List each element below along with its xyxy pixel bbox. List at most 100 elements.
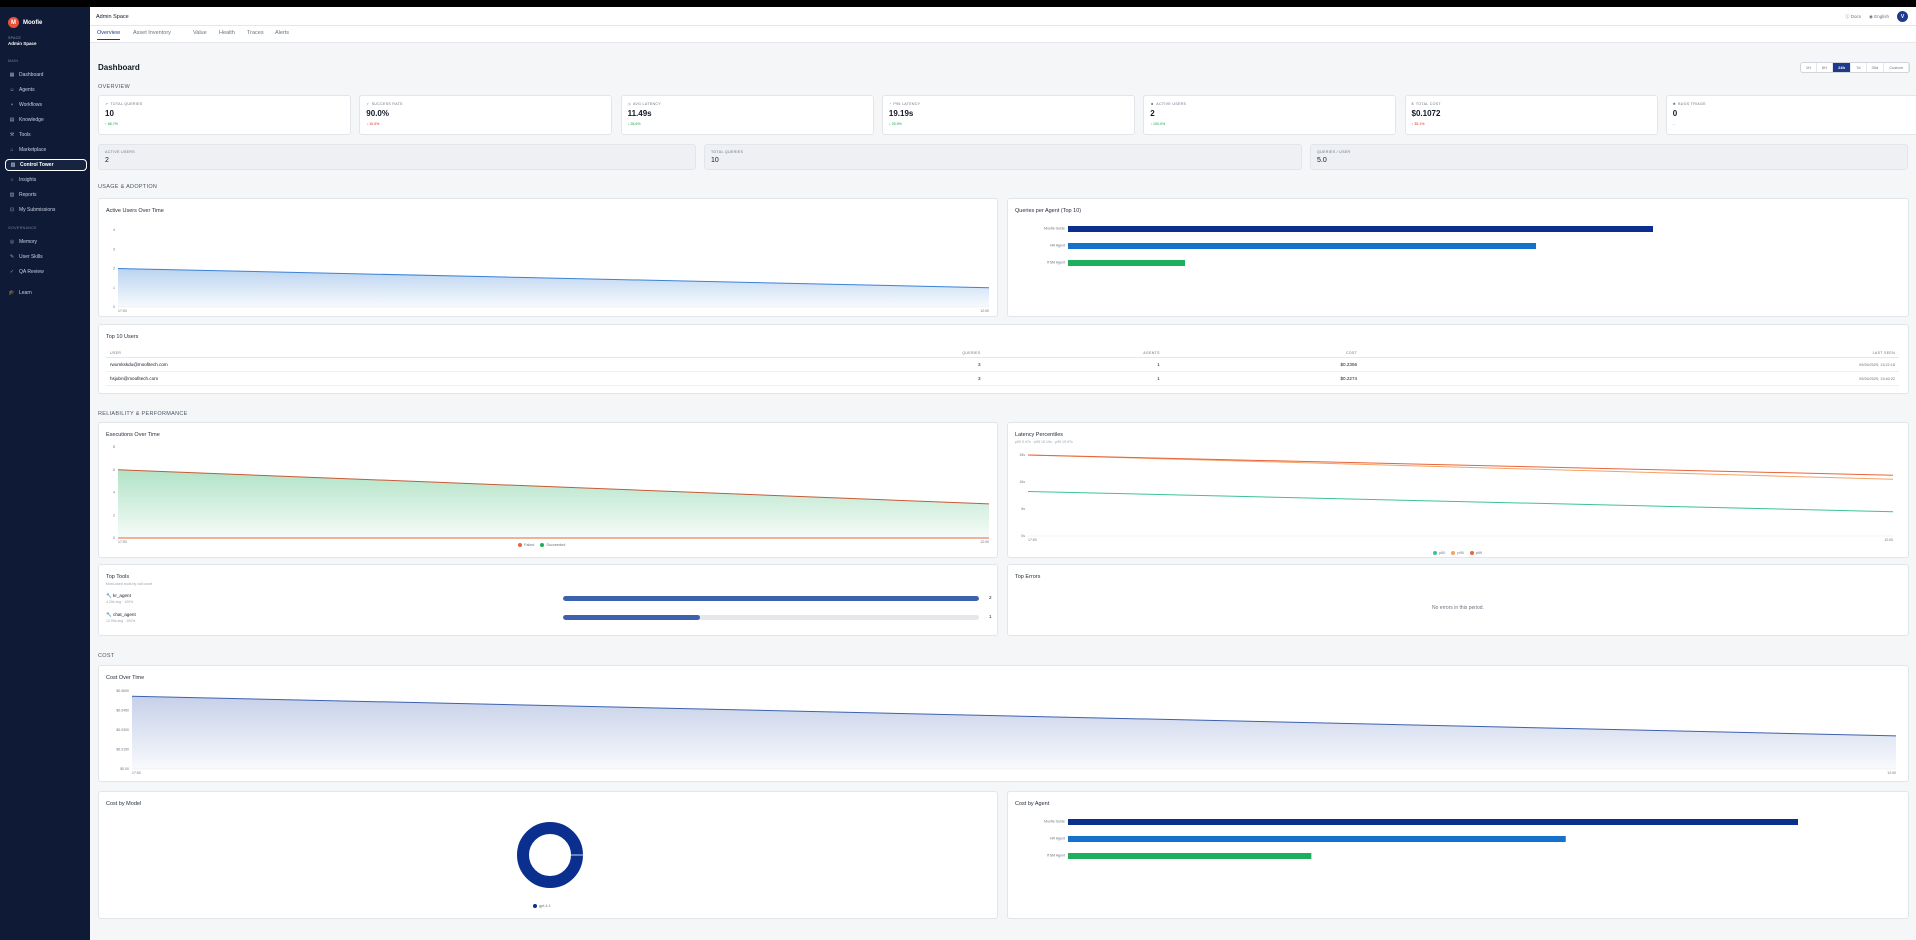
sidebar-item-label: Control Tower — [20, 162, 54, 168]
series-line-series — [131, 695, 1897, 737]
inbox-icon: ⊡ — [9, 207, 15, 213]
y-tick-label: 8 — [113, 445, 115, 449]
sidebar-item-reports[interactable]: ▧ Reports — [5, 189, 87, 201]
top-errors-empty: No errors in this period. — [1432, 605, 1484, 611]
globe-icon: ◉ — [1869, 13, 1873, 19]
docs-label: Docs — [1850, 13, 1862, 19]
legend-p50[interactable]: p50 — [1433, 551, 1445, 555]
space-name: Admin Space — [8, 41, 37, 46]
table-row[interactable]: rwumkskdu@moofitech.com 3 1 $0.2356 09/2… — [106, 357, 1899, 372]
language-switcher[interactable]: ◉ English — [1869, 14, 1889, 20]
queries-per-agent-card: Queries per Agent (Top 10) Moofie Guide H… — [1007, 198, 1909, 317]
cost-by-agent-title: Cost by Agent — [1015, 801, 1050, 807]
tab-value[interactable]: Value — [193, 30, 207, 36]
legend-failed-label: Failed — [524, 543, 535, 547]
wrench-icon: 🔧 — [106, 612, 112, 617]
kpi-card: $ TOTAL COST $0.1072 ↑ 35.1% — [1404, 95, 1658, 135]
top-tools-title: Top Tools — [106, 574, 130, 580]
sidebar-item-label: Knowledge — [19, 117, 44, 123]
range-24h[interactable]: 24h — [1833, 63, 1852, 72]
learn-icon: 🎓 — [8, 290, 16, 296]
book-icon: ▤ — [9, 117, 15, 123]
col-last-seen[interactable]: LAST SEEN — [1361, 349, 1899, 358]
bar-category-label: HR Agent — [1050, 837, 1065, 841]
tab-asset-inventory[interactable]: Asset Inventory — [133, 30, 171, 36]
tab-alerts[interactable]: Alerts — [275, 30, 290, 36]
y-tick-label: 1 — [113, 286, 115, 290]
series-line-series — [117, 268, 990, 289]
sidebar-item-insights[interactable]: ☼ Insights — [5, 174, 87, 186]
range-1h[interactable]: 1H — [1801, 63, 1818, 72]
sidebar-item-agents[interactable]: ☺ Agents — [5, 84, 87, 96]
sidebar-item-control-tower[interactable]: ▥ Control Tower — [5, 159, 87, 171]
sidebar-item-user-skills[interactable]: ✎ User Skills — [5, 251, 87, 263]
sidebar-item-memory[interactable]: ◎ Memory — [5, 236, 87, 248]
latency-card: Latency Percentiles p50 9.97s · p95 19.1… — [1007, 422, 1909, 558]
docs-link[interactable]: ⓘ Docs — [1845, 14, 1861, 20]
p99-swatch — [1469, 551, 1474, 555]
sidebar-item-tools[interactable]: ⚒ Tools — [5, 129, 87, 141]
tab-overview[interactable]: Overview — [97, 30, 120, 40]
tool-item[interactable]: 🔧 kr_agent 4.29s avg · 100% — [106, 593, 133, 604]
bulb-icon: ☼ — [9, 177, 15, 183]
col-user[interactable]: USER — [106, 349, 824, 358]
language-label: English — [1874, 13, 1889, 19]
space-switcher[interactable]: SPACE Admin Space — [8, 36, 37, 46]
section-overview: OVERVIEW — [98, 84, 130, 90]
bot-icon: ☺ — [9, 87, 15, 93]
col-agents[interactable]: AGENTS — [984, 349, 1164, 358]
sidebar-item-learn[interactable]: 🎓 Learn — [5, 287, 87, 299]
kpi-delta: – — [1672, 122, 1675, 126]
p50-swatch — [1433, 551, 1437, 555]
sidebar-item-qa-review[interactable]: ✓ QA Review — [5, 266, 87, 278]
sidebar-item-knowledge[interactable]: ▤ Knowledge — [5, 114, 87, 126]
bar-hr-agent — [1068, 836, 1566, 842]
sidebar-item-workflows[interactable]: ⑂ Workflows — [5, 99, 87, 111]
y-tick-label: 15s — [1019, 453, 1025, 457]
tool-item[interactable]: 🔧 chat_agent 12.09s avg · 100% — [106, 612, 136, 623]
legend-succeeded[interactable]: Succeeded — [540, 543, 565, 547]
brand-logo: M — [8, 17, 19, 28]
kpi-delta: ↓ 10.0% — [366, 122, 380, 126]
brand[interactable]: M Moofie — [8, 17, 42, 28]
col-queries[interactable]: QUERIES — [823, 349, 985, 358]
range-custom[interactable]: Custom — [1884, 63, 1909, 72]
sidebar-item-marketplace[interactable]: ⌂ Marketplace — [5, 144, 87, 156]
kpi-label: ✓ SUCCESS RATE — [366, 102, 403, 106]
users-icon: ☻ — [1150, 102, 1155, 106]
range-7d[interactable]: 7d — [1851, 63, 1867, 72]
space-label: SPACE — [8, 36, 22, 40]
kpi-label: QUERIES / USER — [1317, 150, 1351, 154]
speed-icon: ◔ — [888, 102, 892, 106]
brand-name: Moofie — [23, 19, 43, 26]
workflow-icon: ⑂ — [10, 102, 14, 108]
cell-user: hsjubn@moofitech.com — [106, 371, 824, 386]
avatar[interactable]: V — [1897, 11, 1908, 22]
legend-gpt-4-1[interactable]: gpt-4.1 — [533, 904, 551, 908]
tool-count: 1 — [989, 614, 992, 619]
sidebar-item-my-submissions[interactable]: ⊡ My Submissions — [5, 204, 87, 216]
kpi-label: ☻ ACTIVE USERS — [1150, 102, 1187, 106]
section-cost: COST — [98, 653, 115, 659]
bar-itsm-agent — [1068, 260, 1185, 266]
table-row[interactable]: hsjubn@moofitech.com 3 1 $0.2274 09/26/2… — [106, 371, 1899, 386]
col-cost[interactable]: COST — [1163, 349, 1362, 358]
kpi-value: 5.0 — [1317, 157, 1327, 164]
range-6h[interactable]: 6H — [1817, 63, 1834, 72]
cell-cost: $0.2356 — [1163, 357, 1362, 372]
y-tick-label: $0.0600 — [116, 689, 129, 693]
legend-p95[interactable]: p95 — [1451, 551, 1464, 555]
sidebar-item-label: Learn — [19, 290, 32, 296]
clock-icon: ◷ — [627, 102, 632, 106]
range-30d[interactable]: 30d — [1867, 63, 1885, 72]
window-top-strip — [0, 0, 1916, 7]
legend-p99[interactable]: p99 — [1469, 551, 1482, 555]
p95-swatch — [1451, 551, 1456, 555]
sidebar-item-dashboard[interactable]: ▦ Dashboard — [5, 69, 87, 81]
tab-traces[interactable]: Traces — [247, 30, 264, 36]
bar-moofie-guide — [1068, 819, 1798, 825]
tab-health[interactable]: Health — [219, 30, 235, 36]
legend-failed[interactable]: Failed — [518, 543, 534, 547]
kpi-delta: ↓ 28.6% — [627, 122, 641, 126]
tool-name: chat_agent — [113, 612, 136, 617]
